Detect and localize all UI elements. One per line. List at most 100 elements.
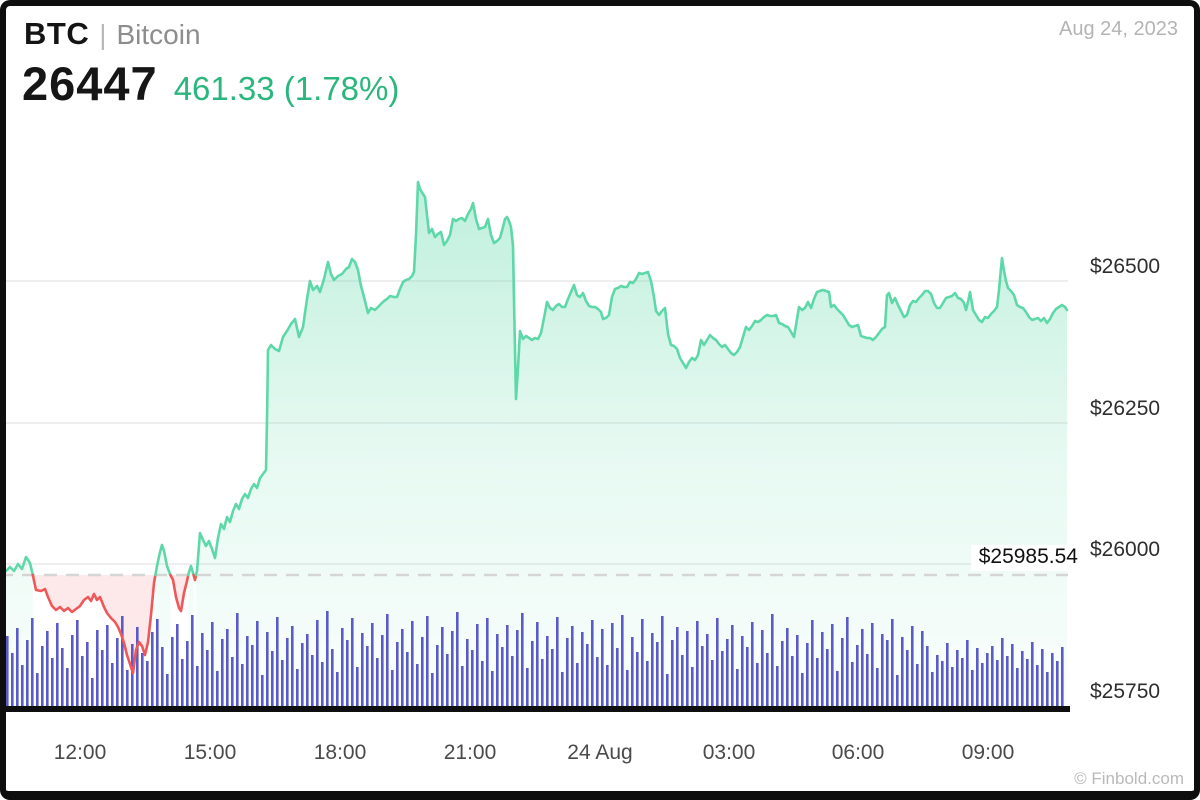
volume-bar — [856, 645, 859, 708]
price-line-down — [192, 573, 198, 582]
volume-bar — [176, 624, 179, 708]
volume-bar — [396, 642, 399, 708]
volume-bar — [491, 671, 494, 708]
volume-bar — [611, 623, 614, 708]
volume-bar — [706, 634, 709, 708]
volume-bar — [246, 636, 249, 708]
price-line-up — [3, 555, 35, 577]
volume-bar — [666, 674, 669, 708]
volume-bar — [996, 660, 999, 708]
volume-bar — [36, 673, 39, 708]
volume-bar — [481, 661, 484, 708]
volume-bar — [351, 618, 354, 708]
volume-bar — [251, 645, 254, 708]
volume-bar — [576, 663, 579, 708]
volume-bar — [701, 646, 704, 708]
volume-bar — [536, 622, 539, 708]
volume-bar — [986, 653, 989, 708]
volume-bar — [341, 628, 344, 708]
volume-bar — [906, 650, 909, 708]
volume-bar — [846, 617, 849, 708]
volume-bar — [316, 620, 319, 708]
volume-bar — [426, 616, 429, 708]
x-axis-line — [2, 706, 1070, 712]
volume-bar — [496, 634, 499, 708]
volume-bar — [1001, 638, 1004, 708]
volume-bar — [546, 636, 549, 708]
volume-bar — [206, 650, 209, 708]
volume-bar — [821, 632, 824, 708]
volume-bar — [766, 653, 769, 708]
price-line-up — [154, 543, 172, 577]
volume-bar — [211, 622, 214, 708]
volume-bar — [631, 637, 634, 708]
volume-bar — [126, 670, 129, 708]
volume-bar — [336, 672, 339, 708]
volume-bar — [696, 621, 699, 708]
volume-bar — [501, 647, 504, 708]
volume-bar — [636, 652, 639, 708]
volume-bar — [916, 664, 919, 708]
volume-bar — [861, 629, 864, 708]
volume-bar — [421, 637, 424, 708]
volume-bar — [1041, 649, 1044, 708]
volume-bar — [111, 663, 114, 708]
volume-bar — [306, 634, 309, 708]
volume-bar — [526, 668, 529, 708]
volume-bar — [781, 641, 784, 708]
volume-bar — [51, 658, 54, 708]
volume-bar — [186, 641, 189, 708]
volume-bar — [836, 671, 839, 708]
volume-bar — [681, 655, 684, 708]
volume-bar — [441, 627, 444, 708]
volume-bar — [191, 615, 194, 708]
volume-bar — [21, 665, 24, 708]
volume-bar — [46, 631, 49, 708]
volume-bar — [451, 631, 454, 708]
volume-bar — [466, 639, 469, 708]
volume-bar — [1011, 644, 1014, 708]
volume-bar — [66, 668, 69, 708]
volume-bar — [91, 678, 94, 708]
price-line-down — [31, 573, 157, 675]
volume-bar — [1016, 668, 1019, 708]
volume-bar — [411, 621, 414, 708]
volume-bar — [956, 650, 959, 708]
volume-bar — [776, 666, 779, 708]
volume-bar — [326, 611, 329, 708]
volume-bar — [286, 638, 289, 708]
volume-bar — [951, 667, 954, 708]
volume-bar — [661, 616, 664, 708]
volume-bar — [1051, 653, 1054, 708]
volume-bar — [181, 659, 184, 708]
volume-bar — [321, 662, 324, 708]
volume-bar — [901, 637, 904, 708]
volume-bar — [226, 629, 229, 708]
volume-bar — [926, 646, 929, 708]
volume-bar — [271, 651, 274, 708]
volume-bar — [471, 650, 474, 708]
ticker-symbol: BTC — [24, 16, 90, 51]
price-line-up — [194, 180, 1069, 577]
volume-bar — [401, 629, 404, 708]
price-area-up — [5, 557, 33, 706]
volume-bar — [266, 632, 269, 708]
volume-bar — [436, 645, 439, 708]
volume-bar — [171, 637, 174, 708]
volume-bar — [811, 620, 814, 708]
volume-bar — [161, 647, 164, 708]
volume-bar — [276, 617, 279, 708]
volume-bar — [416, 664, 419, 708]
volume-bar — [231, 657, 234, 708]
volume-bar — [726, 639, 729, 708]
volume-bar — [556, 617, 559, 708]
volume-bar — [1036, 665, 1039, 708]
volume-bar — [461, 666, 464, 708]
volume-bar — [356, 667, 359, 708]
volume-bar — [961, 658, 964, 708]
volume-bar — [621, 615, 624, 708]
volume-bar — [196, 666, 199, 708]
volume-bar — [101, 650, 104, 708]
